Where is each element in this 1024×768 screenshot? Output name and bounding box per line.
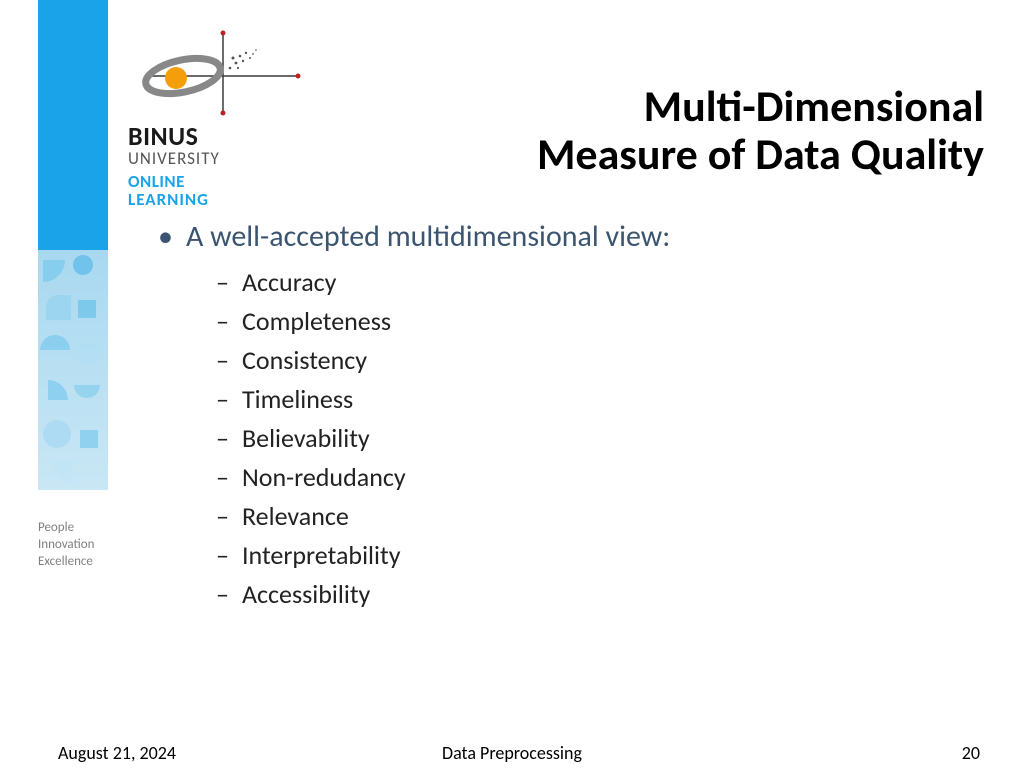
logo-university: UNIVERSITY xyxy=(128,148,348,169)
sidebar-bottom-block xyxy=(38,250,108,490)
sub-bullet: Accuracy xyxy=(216,263,964,302)
tagline-line-3: Excellence xyxy=(38,554,94,571)
logo-text: BINUS UNIVERSITY ONLINE LEARNING xyxy=(128,120,348,210)
sub-bullet-list: Accuracy Completeness Consistency Timeli… xyxy=(158,263,964,614)
sub-bullet: Relevance xyxy=(216,497,964,536)
slide-title: Multi-Dimensional Measure of Data Qualit… xyxy=(537,82,984,179)
footer-page-number: 20 xyxy=(962,742,980,764)
tagline-line-2: Innovation xyxy=(38,537,94,554)
sub-bullet: Completeness xyxy=(216,302,964,341)
sidebar-top-block xyxy=(38,0,108,250)
tagline-line-1: People xyxy=(38,520,94,537)
logo: BINUS UNIVERSITY ONLINE LEARNING xyxy=(128,28,348,210)
tagline: People Innovation Excellence xyxy=(38,520,94,571)
sub-bullet: Consistency xyxy=(216,341,964,380)
sub-bullet: Non-redudancy xyxy=(216,458,964,497)
title-line-1: Multi-Dimensional xyxy=(537,82,984,130)
slide-content: A well-accepted multidimensional view: A… xyxy=(158,218,964,614)
main-bullet: A well-accepted multidimensional view: xyxy=(158,218,964,255)
sidebar-shapes xyxy=(38,250,108,490)
sub-bullet: Believability xyxy=(216,419,964,458)
sub-bullet: Interpretability xyxy=(216,536,964,575)
footer-title: Data Preprocessing xyxy=(0,742,1024,764)
sub-bullet: Timeliness xyxy=(216,380,964,419)
sub-bullet: Accessibility xyxy=(216,575,964,614)
title-line-2: Measure of Data Quality xyxy=(537,130,984,178)
sidebar-decoration xyxy=(38,0,108,500)
logo-graphic xyxy=(128,28,318,118)
logo-learning: LEARNING xyxy=(128,189,348,210)
